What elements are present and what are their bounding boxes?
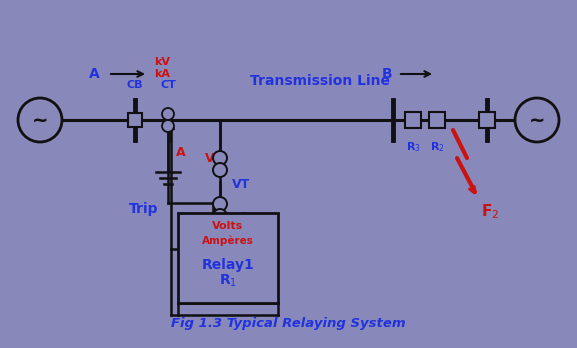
Text: Volts: Volts bbox=[212, 221, 243, 231]
Text: Ampères: Ampères bbox=[202, 235, 254, 245]
Text: A: A bbox=[176, 145, 186, 158]
Text: V: V bbox=[205, 151, 215, 165]
Text: Relay1: Relay1 bbox=[201, 258, 254, 272]
Text: CB: CB bbox=[127, 80, 143, 90]
Text: kA: kA bbox=[154, 69, 170, 79]
Text: ~: ~ bbox=[529, 111, 545, 129]
Circle shape bbox=[162, 108, 174, 120]
Text: CT: CT bbox=[160, 80, 176, 90]
Text: B: B bbox=[381, 67, 392, 81]
Text: F$_2$: F$_2$ bbox=[481, 202, 499, 221]
Circle shape bbox=[213, 209, 227, 223]
Text: kV: kV bbox=[154, 57, 170, 67]
Circle shape bbox=[18, 98, 62, 142]
Text: Trip: Trip bbox=[129, 202, 158, 216]
Text: Transmission Line: Transmission Line bbox=[250, 74, 390, 88]
Circle shape bbox=[162, 120, 174, 132]
Text: R$_2$: R$_2$ bbox=[430, 140, 444, 154]
Bar bbox=[405, 112, 421, 128]
Text: Fig 1.3 Typical Relaying System: Fig 1.3 Typical Relaying System bbox=[171, 317, 405, 330]
Bar bbox=[128, 113, 142, 127]
Text: VT: VT bbox=[232, 179, 250, 191]
Circle shape bbox=[213, 151, 227, 165]
Circle shape bbox=[515, 98, 559, 142]
Bar bbox=[429, 112, 445, 128]
Bar bbox=[178, 213, 278, 303]
Bar bbox=[479, 112, 495, 128]
Text: R$_1$: R$_1$ bbox=[219, 272, 237, 289]
Circle shape bbox=[213, 197, 227, 211]
Text: R$_3$: R$_3$ bbox=[406, 140, 421, 154]
Circle shape bbox=[213, 163, 227, 177]
Text: ~: ~ bbox=[32, 111, 48, 129]
Text: A: A bbox=[89, 67, 100, 81]
